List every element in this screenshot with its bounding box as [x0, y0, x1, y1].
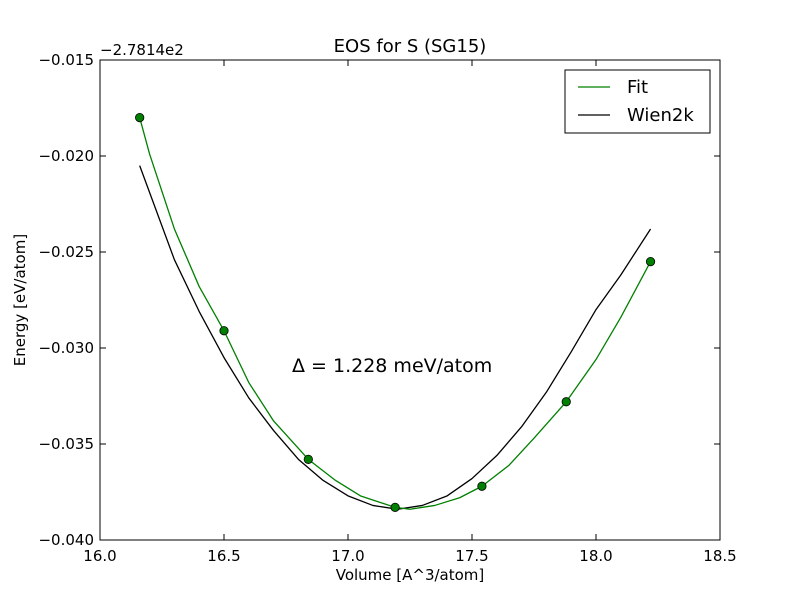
data-point-fit — [477, 481, 487, 491]
data-point-fit — [303, 454, 313, 464]
y-axis-label: Energy [eV/atom] — [11, 234, 29, 366]
y-axis-ticks: −0.040 −0.035 −0.030 −0.025 −0.020 −0.015 — [38, 51, 720, 549]
x-tick-label: 18.5 — [703, 547, 736, 565]
chart-title: EOS for S (SG15) — [334, 36, 487, 57]
x-tick-label: 16.5 — [207, 547, 240, 565]
y-tick-label: −0.030 — [38, 339, 94, 357]
series-markers — [135, 113, 656, 512]
y-tick-label: −0.040 — [38, 531, 94, 549]
data-point-fit — [219, 326, 229, 336]
data-point-fit — [135, 113, 145, 123]
y-tick-label: −0.035 — [38, 435, 94, 453]
x-tick-label: 17.5 — [455, 547, 488, 565]
data-point-fit — [561, 397, 571, 407]
x-axis-ticks: 16.0 16.5 17.0 17.5 18.0 18.5 — [83, 60, 737, 565]
data-point-fit — [645, 256, 656, 267]
x-axis-label: Volume [A^3/atom] — [336, 566, 485, 584]
y-offset-label: −2.7814e2 — [100, 41, 184, 59]
y-tick-label: −0.020 — [38, 147, 94, 165]
x-tick-label: 18.0 — [579, 547, 612, 565]
data-point-fit — [390, 502, 400, 512]
y-tick-label: −0.025 — [38, 243, 94, 261]
delta-annotation: Δ = 1.228 meV/atom — [292, 355, 492, 377]
legend-box — [564, 69, 711, 134]
legend-label-wien2k: Wien2k — [627, 105, 694, 126]
legend: Fit Wien2k — [564, 69, 711, 134]
y-tick-label: −0.015 — [38, 51, 94, 69]
legend-label-fit: Fit — [627, 77, 648, 98]
x-tick-label: 17.0 — [331, 547, 364, 565]
plot-frame — [99, 59, 721, 541]
x-tick-label: 16.0 — [83, 547, 116, 565]
